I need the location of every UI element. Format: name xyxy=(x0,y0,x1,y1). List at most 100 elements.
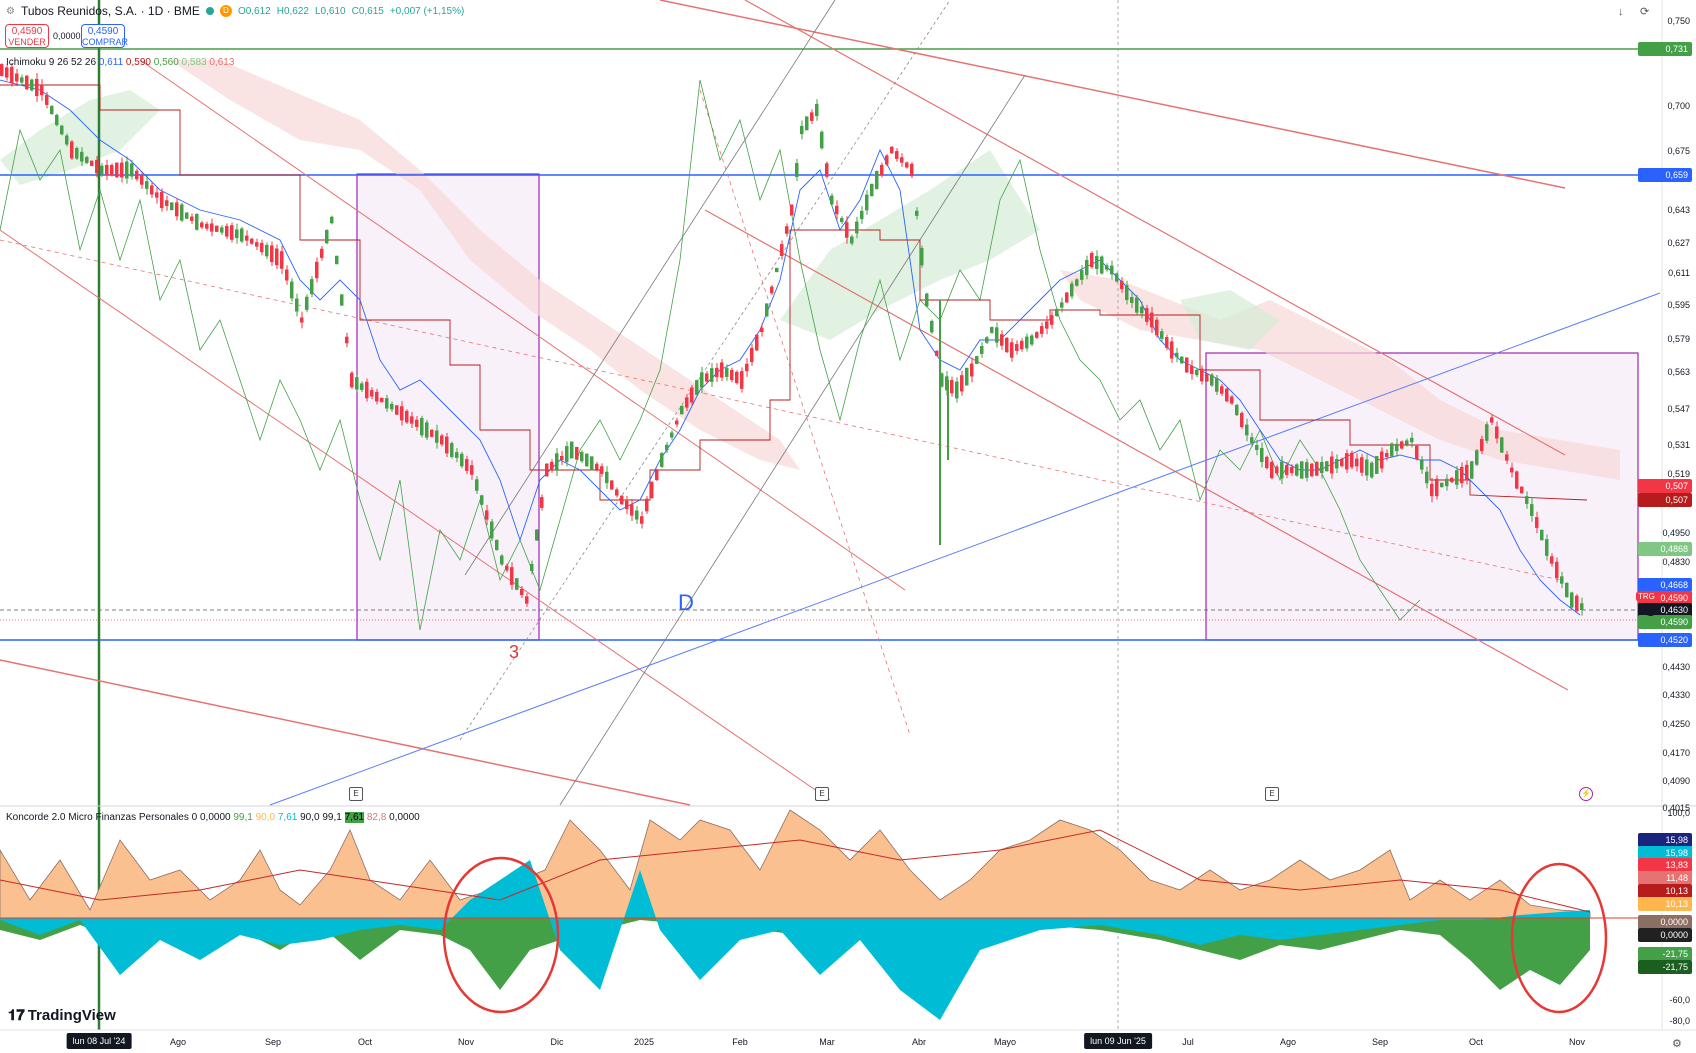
ichimoku-cloud-bull-3 xyxy=(1180,290,1280,350)
target-icon[interactable]: + xyxy=(1644,603,1657,616)
dashed-red-2 xyxy=(699,89,911,736)
candle-body xyxy=(1560,576,1564,584)
candle-body xyxy=(1390,443,1394,457)
refresh-icon[interactable]: ⟳ xyxy=(1640,6,1650,18)
candle-body xyxy=(430,429,434,437)
candle-body xyxy=(680,405,684,415)
candle-body xyxy=(900,157,904,163)
event-marker[interactable]: E xyxy=(815,787,829,801)
trendline-channel-upper[interactable] xyxy=(744,0,1566,456)
candlesticks xyxy=(0,63,1584,616)
candle-body xyxy=(270,245,274,263)
candle-body xyxy=(730,369,734,381)
candle-body xyxy=(1255,445,1259,450)
candle-body xyxy=(885,155,889,165)
candle-body xyxy=(1310,463,1314,477)
settings-icon[interactable]: ⚙ xyxy=(1672,1038,1682,1050)
candle-body xyxy=(555,453,559,471)
candle-body xyxy=(1170,341,1174,359)
price-tick-label: 0,531 xyxy=(1667,440,1690,450)
candle-body xyxy=(1120,280,1124,290)
candle-body xyxy=(1415,445,1419,460)
candle-body xyxy=(530,563,534,572)
time-tick-label: Jul xyxy=(1182,1037,1194,1047)
candle-body xyxy=(470,465,474,475)
trendline-left-2[interactable] xyxy=(0,229,831,801)
koncorde-value: 99,1 xyxy=(322,812,342,823)
wave-label-3[interactable]: 3 xyxy=(509,642,520,662)
oscillator-tick-label: -60,0 xyxy=(1669,995,1690,1005)
koncorde-value: 0,0000 xyxy=(389,812,420,823)
lightning-icon[interactable]: ⚡ xyxy=(1579,787,1593,801)
candle-body xyxy=(975,356,979,364)
candle-body xyxy=(1425,471,1429,484)
candle-body xyxy=(940,373,944,387)
tradingview-logo[interactable]: 𝟏𝟕 TradingView xyxy=(8,1007,116,1024)
download-icon[interactable]: ↓ xyxy=(1618,6,1624,18)
candle-body xyxy=(1505,454,1509,461)
candle-body xyxy=(1000,334,1004,346)
candle-body xyxy=(890,146,894,154)
price-tick-label: 0,595 xyxy=(1667,300,1690,310)
candle-body xyxy=(1165,337,1169,348)
symbol-header[interactable]: ⚙ Tubos Reunidos, S.A. · 1D · BME D O0,6… xyxy=(6,4,464,18)
trendline-bottom[interactable] xyxy=(0,659,691,806)
highlight-circle-left[interactable] xyxy=(442,856,560,1014)
time-tick-label: Sep xyxy=(264,1037,282,1047)
candle-body xyxy=(1225,388,1229,402)
candle-body xyxy=(15,73,19,82)
trendline-channel-lower[interactable] xyxy=(704,209,1569,691)
symbol-title[interactable]: Tubos Reunidos, S.A. · 1D · BME xyxy=(20,4,200,18)
fan-line-2[interactable] xyxy=(559,74,1026,806)
candle-body xyxy=(1445,478,1449,487)
candle-body xyxy=(1340,458,1344,467)
trendline-blue[interactable] xyxy=(269,292,1661,806)
koncorde-legend[interactable]: Koncorde 2.0 Micro Finanzas Personales 0… xyxy=(6,812,420,823)
oscillator-tag: 11,48 xyxy=(1638,871,1692,885)
candle-body xyxy=(815,103,819,117)
candle-body xyxy=(1235,404,1239,416)
ohlc-close: C0,615 xyxy=(351,5,384,17)
candle-body xyxy=(995,327,999,343)
buy-button[interactable]: 0,4590 COMPRAR xyxy=(81,24,129,48)
candle-body xyxy=(335,255,339,265)
candle-body xyxy=(705,373,709,382)
wave-label-d[interactable]: D xyxy=(678,590,694,615)
candle-body xyxy=(1155,319,1159,336)
candle-body xyxy=(1265,456,1269,469)
fan-line-1[interactable] xyxy=(464,0,836,576)
price-tag: 0,4868 xyxy=(1638,542,1692,556)
candle-body xyxy=(945,376,949,391)
candle-body xyxy=(590,456,594,471)
candle-body xyxy=(505,565,509,571)
candle-body xyxy=(1095,256,1099,269)
candle-body xyxy=(100,165,104,175)
ichimoku-cloud-bear xyxy=(170,60,800,470)
trendline-left-1[interactable] xyxy=(139,59,906,591)
candle-body xyxy=(1465,464,1469,481)
trendline-top[interactable] xyxy=(659,0,1566,189)
candle-body xyxy=(200,222,204,228)
time-tick-label: 2025 xyxy=(633,1037,655,1047)
candle-body xyxy=(955,381,959,399)
price-tick-label: 0,643 xyxy=(1667,205,1690,215)
event-marker[interactable]: E xyxy=(349,787,363,801)
price-tick-label: 0,627 xyxy=(1667,238,1690,248)
oscillator-tag: -21,75 xyxy=(1638,960,1692,974)
candle-body xyxy=(1180,356,1184,364)
time-tick-label: Oct xyxy=(1468,1037,1484,1047)
price-tick-label: 0,4170 xyxy=(1662,748,1690,758)
candle-body xyxy=(390,403,394,410)
candle-body xyxy=(135,170,139,180)
oscillator-tag: 10,13 xyxy=(1638,884,1692,898)
event-marker[interactable]: E xyxy=(1265,787,1279,801)
time-tick-label: Dic xyxy=(550,1037,564,1047)
highlight-circle-right[interactable] xyxy=(1510,862,1608,1014)
sell-button[interactable]: 0,4590 VENDER xyxy=(5,24,49,48)
candle-body xyxy=(930,320,934,333)
ichimoku-legend[interactable]: Ichimoku 9 26 52 26 0,611 0,590 0,560 0,… xyxy=(6,57,234,68)
candle-body xyxy=(440,435,444,445)
candle-body xyxy=(1230,396,1234,404)
candle-body xyxy=(280,251,284,269)
